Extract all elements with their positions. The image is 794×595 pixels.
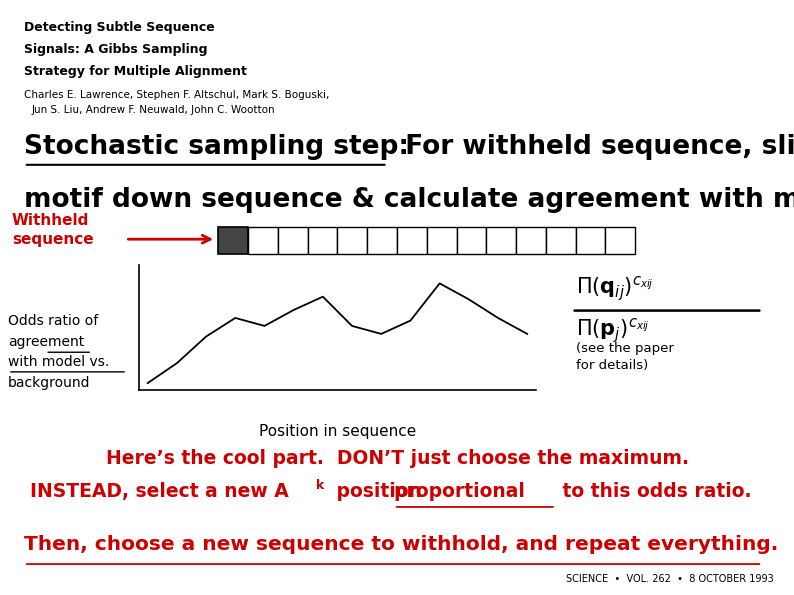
Text: Jun S. Liu, Andrew F. Neuwald, John C. Wootton: Jun S. Liu, Andrew F. Neuwald, John C. W…: [32, 105, 276, 115]
Text: Here’s the cool part.  DON’T just choose the maximum.: Here’s the cool part. DON’T just choose …: [106, 449, 688, 468]
Bar: [367, 227, 397, 254]
Text: Charles E. Lawrence, Stephen F. Altschul, Mark S. Boguski,: Charles E. Lawrence, Stephen F. Altschul…: [24, 90, 330, 100]
Bar: [397, 227, 427, 254]
Text: $\Pi(\mathbf{p}_j)^{c_{xij}}$: $\Pi(\mathbf{p}_j)^{c_{xij}}$: [576, 316, 649, 345]
Bar: [546, 227, 576, 254]
Text: sequence: sequence: [12, 231, 94, 247]
Text: (see the paper
for details): (see the paper for details): [576, 342, 673, 372]
Text: Stochastic sampling step:: Stochastic sampling step:: [24, 134, 409, 160]
Text: Withheld: Withheld: [12, 212, 89, 228]
Text: Signals: A Gibbs Sampling: Signals: A Gibbs Sampling: [24, 43, 207, 56]
Text: proportional: proportional: [394, 482, 526, 501]
Bar: [337, 227, 367, 254]
Text: For withheld sequence, slide: For withheld sequence, slide: [387, 134, 794, 160]
Bar: [576, 227, 605, 254]
Text: Detecting Subtle Sequence: Detecting Subtle Sequence: [24, 21, 214, 34]
Text: motif down sequence & calculate agreement with model: motif down sequence & calculate agreemen…: [24, 187, 794, 214]
Bar: [516, 227, 546, 254]
Text: INSTEAD, select a new A: INSTEAD, select a new A: [30, 482, 289, 501]
Bar: [486, 227, 516, 254]
Bar: [218, 227, 248, 254]
Text: Position in sequence: Position in sequence: [259, 424, 416, 439]
Text: Strategy for Multiple Alignment: Strategy for Multiple Alignment: [24, 65, 247, 78]
Text: position: position: [330, 482, 428, 501]
Bar: [248, 227, 278, 254]
Text: SCIENCE  •  VOL. 262  •  8 OCTOBER 1993: SCIENCE • VOL. 262 • 8 OCTOBER 1993: [566, 574, 774, 584]
Text: Then, choose a new sequence to withhold, and repeat everything.: Then, choose a new sequence to withhold,…: [24, 536, 778, 555]
Bar: [457, 227, 486, 254]
Text: k: k: [316, 479, 324, 492]
Text: $\Pi(\mathbf{q}_{ij})^{c_{xij}}$: $\Pi(\mathbf{q}_{ij})^{c_{xij}}$: [576, 274, 653, 303]
Bar: [605, 227, 635, 254]
Bar: [308, 227, 337, 254]
Text: Odds ratio of
agreement
with model vs.
background: Odds ratio of agreement with model vs. b…: [8, 314, 110, 390]
Text: to this odds ratio.: to this odds ratio.: [556, 482, 751, 501]
Bar: [427, 227, 457, 254]
Bar: [278, 227, 308, 254]
